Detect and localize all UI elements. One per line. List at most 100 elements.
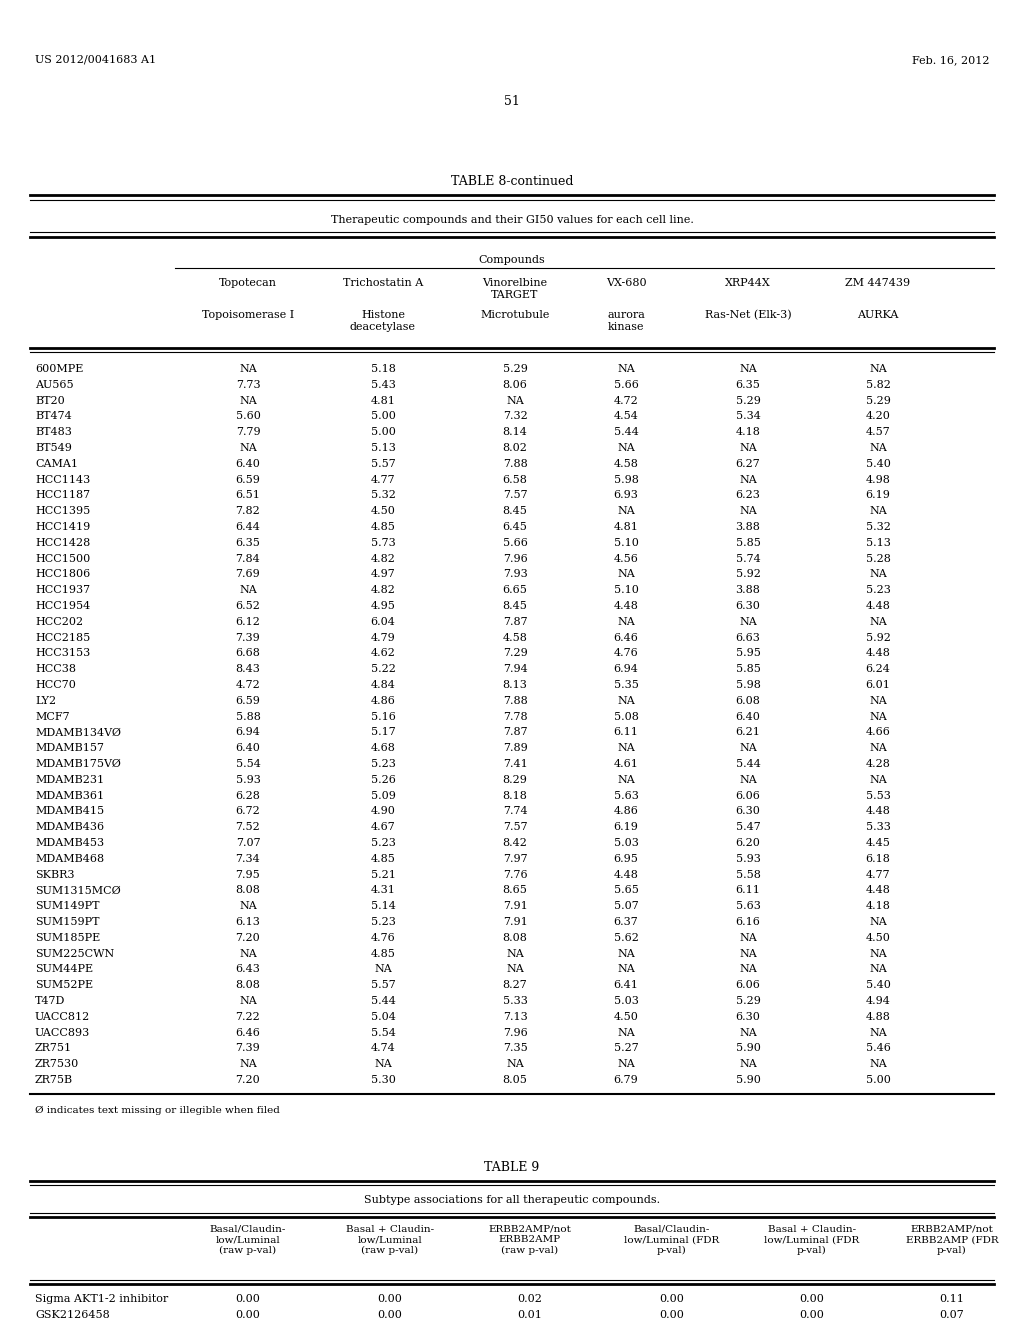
Text: Therapeutic compounds and their GI50 values for each cell line.: Therapeutic compounds and their GI50 val… [331, 215, 693, 224]
Text: MDAMB436: MDAMB436 [35, 822, 104, 832]
Text: 5.26: 5.26 [371, 775, 395, 785]
Text: 4.76: 4.76 [371, 933, 395, 942]
Text: Topotecan: Topotecan [219, 279, 278, 288]
Text: 6.12: 6.12 [236, 616, 260, 627]
Text: 4.58: 4.58 [613, 459, 638, 469]
Text: 8.08: 8.08 [503, 933, 527, 942]
Text: 4.74: 4.74 [371, 1043, 395, 1053]
Text: BT483: BT483 [35, 428, 72, 437]
Text: 7.13: 7.13 [503, 1012, 527, 1022]
Text: 5.23: 5.23 [371, 759, 395, 770]
Text: XRP44X: XRP44X [725, 279, 771, 288]
Text: 5.82: 5.82 [865, 380, 891, 389]
Text: 7.20: 7.20 [236, 933, 260, 942]
Text: Histone
deacetylase: Histone deacetylase [350, 310, 416, 331]
Text: 6.46: 6.46 [236, 1027, 260, 1038]
Text: HCC1428: HCC1428 [35, 537, 90, 548]
Text: 5.03: 5.03 [613, 838, 638, 847]
Text: HCC1954: HCC1954 [35, 601, 90, 611]
Text: 4.85: 4.85 [371, 949, 395, 958]
Text: SUM1315MCØ: SUM1315MCØ [35, 886, 121, 895]
Text: NA: NA [739, 1059, 757, 1069]
Text: 5.33: 5.33 [865, 822, 891, 832]
Text: 6.04: 6.04 [371, 616, 395, 627]
Text: 6.95: 6.95 [613, 854, 638, 863]
Text: NA: NA [506, 965, 524, 974]
Text: 4.57: 4.57 [865, 428, 891, 437]
Text: 6.40: 6.40 [735, 711, 761, 722]
Text: Subtype associations for all therapeutic compounds.: Subtype associations for all therapeutic… [364, 1195, 660, 1205]
Text: 6.40: 6.40 [236, 743, 260, 754]
Text: NA: NA [240, 997, 257, 1006]
Text: ERBB2AMP/not
ERBB2AMP
(raw p-val): ERBB2AMP/not ERBB2AMP (raw p-val) [488, 1225, 571, 1255]
Text: 5.09: 5.09 [371, 791, 395, 801]
Text: 5.29: 5.29 [865, 396, 891, 405]
Text: BT474: BT474 [35, 412, 72, 421]
Text: 5.66: 5.66 [613, 380, 638, 389]
Text: NA: NA [739, 475, 757, 484]
Text: 4.48: 4.48 [613, 601, 638, 611]
Text: 4.82: 4.82 [371, 553, 395, 564]
Text: LY2: LY2 [35, 696, 56, 706]
Text: AU565: AU565 [35, 380, 74, 389]
Text: 8.08: 8.08 [236, 886, 260, 895]
Text: 7.93: 7.93 [503, 569, 527, 579]
Text: 7.41: 7.41 [503, 759, 527, 770]
Text: 5.22: 5.22 [371, 664, 395, 675]
Text: NA: NA [240, 902, 257, 911]
Text: 0.00: 0.00 [800, 1309, 824, 1320]
Text: NA: NA [869, 616, 887, 627]
Text: 7.57: 7.57 [503, 491, 527, 500]
Text: 0.00: 0.00 [800, 1294, 824, 1304]
Text: 4.81: 4.81 [371, 396, 395, 405]
Text: NA: NA [869, 917, 887, 927]
Text: Feb. 16, 2012: Feb. 16, 2012 [911, 55, 989, 65]
Text: 6.35: 6.35 [236, 537, 260, 548]
Text: BT549: BT549 [35, 444, 72, 453]
Text: NA: NA [617, 743, 635, 754]
Text: AURKA: AURKA [857, 310, 899, 319]
Text: 600MPE: 600MPE [35, 364, 83, 374]
Text: 4.85: 4.85 [371, 521, 395, 532]
Text: 7.88: 7.88 [503, 696, 527, 706]
Text: 3.88: 3.88 [735, 585, 761, 595]
Text: 5.46: 5.46 [865, 1043, 891, 1053]
Text: 6.59: 6.59 [236, 696, 260, 706]
Text: NA: NA [240, 364, 257, 374]
Text: HCC38: HCC38 [35, 664, 76, 675]
Text: Ø indicates text missing or illegible when filed: Ø indicates text missing or illegible wh… [35, 1106, 280, 1115]
Text: NA: NA [240, 1059, 257, 1069]
Text: 7.39: 7.39 [236, 1043, 260, 1053]
Text: 4.85: 4.85 [371, 854, 395, 863]
Text: 7.20: 7.20 [236, 1074, 260, 1085]
Text: 0.07: 0.07 [940, 1309, 965, 1320]
Text: 8.43: 8.43 [236, 664, 260, 675]
Text: aurora
kinase: aurora kinase [607, 310, 645, 331]
Text: 5.90: 5.90 [735, 1043, 761, 1053]
Text: 5.10: 5.10 [613, 537, 638, 548]
Text: 4.86: 4.86 [613, 807, 638, 816]
Text: 4.79: 4.79 [371, 632, 395, 643]
Text: HCC3153: HCC3153 [35, 648, 90, 659]
Text: NA: NA [869, 696, 887, 706]
Text: 5.07: 5.07 [613, 902, 638, 911]
Text: 4.20: 4.20 [865, 412, 891, 421]
Text: 5.17: 5.17 [371, 727, 395, 738]
Text: 7.96: 7.96 [503, 553, 527, 564]
Text: 6.51: 6.51 [236, 491, 260, 500]
Text: NA: NA [240, 949, 257, 958]
Text: BT20: BT20 [35, 396, 65, 405]
Text: 4.66: 4.66 [865, 727, 891, 738]
Text: 5.43: 5.43 [371, 380, 395, 389]
Text: 6.93: 6.93 [613, 491, 638, 500]
Text: 0.00: 0.00 [378, 1309, 402, 1320]
Text: 7.82: 7.82 [236, 506, 260, 516]
Text: 5.13: 5.13 [371, 444, 395, 453]
Text: 6.18: 6.18 [865, 854, 891, 863]
Text: 4.50: 4.50 [371, 506, 395, 516]
Text: NA: NA [869, 775, 887, 785]
Text: SUM225CWN: SUM225CWN [35, 949, 115, 958]
Text: 7.95: 7.95 [236, 870, 260, 879]
Text: HCC1187: HCC1187 [35, 491, 90, 500]
Text: 5.35: 5.35 [613, 680, 638, 690]
